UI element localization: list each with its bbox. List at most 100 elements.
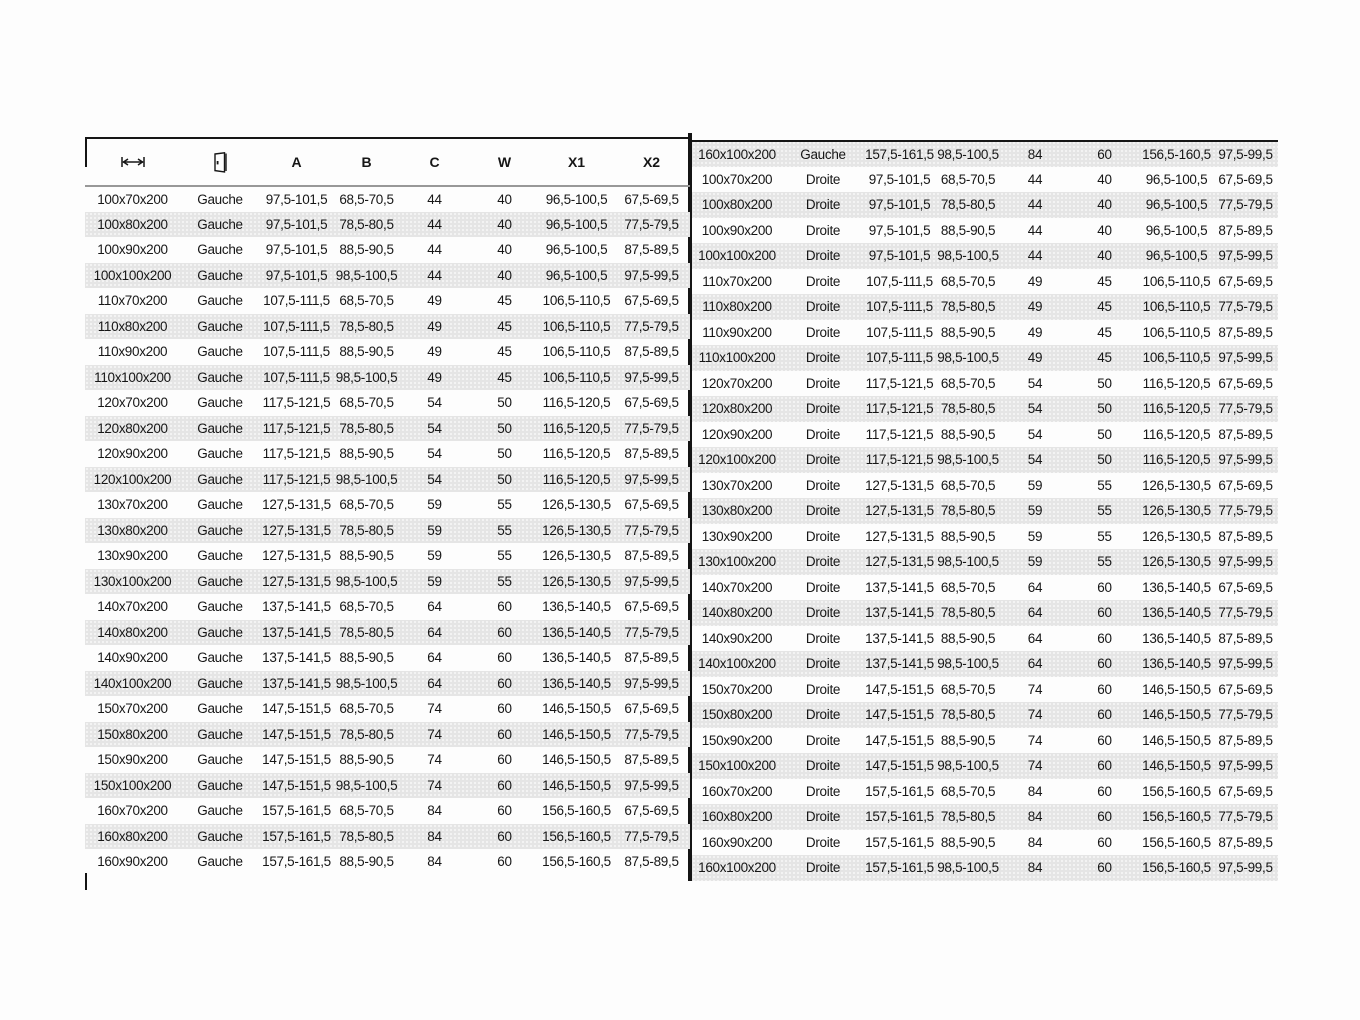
cell-w: 60 [497,828,512,844]
cell-c: 64 [427,675,442,691]
cell-x2: 77,5-79,5 [1218,401,1273,417]
cell-size: 110x90x200 [97,344,168,360]
cell-w: 45 [1097,273,1112,289]
cell-a: 127,5-131,5 [865,528,934,544]
cell-w: 40 [1097,171,1112,187]
cell-x1: 96,5-100,5 [545,267,608,283]
column-header-x1: X1 [567,154,586,170]
cell-w: 50 [1097,452,1112,468]
cell-x2: 87,5-89,5 [1218,528,1273,544]
table-row: 120x100x200 Gauche 117,5-121,5 98,5-100,5 54… [85,466,690,492]
cell-w: 60 [497,701,512,717]
cell-x2: 77,5-79,5 [624,420,679,436]
cell-x1: 136,5-140,5 [1142,656,1211,672]
cell-side: Gauche [197,344,243,360]
cell-c: 84 [1027,783,1043,799]
cell-x1: 106,5-110,5 [1142,273,1211,289]
cell-w: 60 [497,675,512,691]
cell-side: Droite [805,401,841,417]
cell-c: 74 [427,777,442,793]
cell-c: 49 [427,293,442,309]
cell-x1: 156,5-160,5 [542,803,611,819]
cell-c: 64 [1027,579,1043,595]
cell-b: 68,5-70,5 [940,783,996,799]
cell-size: 150x100x200 [698,758,776,774]
cell-w: 40 [497,267,512,283]
cell-a: 117,5-121,5 [262,420,331,436]
cell-a: 97,5-101,5 [868,197,931,213]
table-row: 160x70x200 Droite 157,5-161,5 68,5-70,5 84 60… [692,779,1278,805]
cell-size: 160x100x200 [698,860,776,876]
cell-x1: 126,5-130,5 [542,548,611,564]
cell-size: 150x70x200 [701,681,773,697]
cell-x2: 67,5-69,5 [624,497,679,513]
cell-x1: 126,5-130,5 [1142,528,1211,544]
cell-x1: 126,5-130,5 [542,497,611,513]
cell-c: 44 [427,242,442,258]
cell-x2: 87,5-89,5 [624,752,679,768]
cell-side: Gauche [197,624,243,640]
cell-a: 117,5-121,5 [262,395,331,411]
cell-b: 78,5-80,5 [339,318,394,334]
cell-x1: 126,5-130,5 [1142,503,1211,519]
cell-w: 60 [1097,656,1112,672]
cell-w: 45 [1097,324,1112,340]
column-header-b: B [361,154,372,170]
cell-a: 157,5-161,5 [262,803,331,819]
cell-side: Droite [805,656,841,672]
cell-x2: 97,5-99,5 [624,471,679,487]
cell-w: 45 [497,344,512,360]
cell-w: 55 [1097,554,1112,570]
table-row: 120x90x200 Gauche 117,5-121,5 88,5-90,5 54 50… [85,441,690,467]
table-row: 100x100x200 Gauche 97,5-101,5 98,5-100,5 44 4… [85,262,690,288]
cell-x2: 87,5-89,5 [624,650,679,666]
cell-size: 160x100x200 [698,146,776,162]
cell-size: 120x90x200 [97,446,168,462]
cell-x1: 136,5-140,5 [542,650,611,666]
table-row: 140x90x200 Gauche 137,5-141,5 88,5-90,5 64 60… [85,645,690,671]
cell-w: 60 [1097,834,1112,850]
cell-a: 127,5-131,5 [262,497,331,513]
cell-b: 88,5-90,5 [940,426,996,442]
cell-c: 44 [427,191,442,207]
cell-x1: 156,5-160,5 [1142,809,1211,825]
cell-a: 97,5-101,5 [868,222,931,238]
cell-x2: 97,5-99,5 [624,573,679,589]
cell-b: 78,5-80,5 [339,624,394,640]
cell-a: 157,5-161,5 [865,834,934,850]
cell-w: 60 [1097,707,1112,723]
cell-b: 68,5-70,5 [339,599,394,615]
cell-x1: 116,5-120,5 [542,471,611,487]
cell-size: 130x90x200 [701,528,773,544]
table-row: 120x70x200 Droite 117,5-121,5 68,5-70,5 54 50… [692,371,1278,397]
cell-w: 40 [1097,248,1112,264]
cell-c: 84 [1027,809,1043,825]
cell-c: 59 [427,573,442,589]
cell-c: 84 [427,828,442,844]
cell-x2: 67,5-69,5 [1218,375,1273,391]
cell-c: 74 [1027,732,1043,748]
cell-x1: 96,5-100,5 [1145,222,1208,238]
cell-x2: 87,5-89,5 [624,242,679,258]
cell-b: 98,5-100,5 [937,656,999,672]
cell-c: 49 [1027,324,1043,340]
table-row: 150x100x200 Gauche 147,5-151,5 98,5-100,5 74… [85,772,690,798]
cell-side: Droite [805,324,841,340]
table-row: 160x80x200 Gauche 157,5-161,5 78,5-80,5 84 60… [85,823,690,849]
cell-side: Droite [805,273,841,289]
cell-a: 107,5-111,5 [866,273,933,289]
table-divider [688,133,692,881]
cell-x1: 146,5-150,5 [542,701,611,717]
cell-w: 55 [497,573,512,589]
cell-x2: 67,5-69,5 [624,293,679,309]
cell-x1: 136,5-140,5 [542,624,611,640]
cell-a: 137,5-141,5 [865,656,934,672]
dimensions-table-right: 160x100x200 Gauche 157,5-161,5 98,5-100,5 84… [692,140,1278,881]
cell-w: 50 [497,471,512,487]
cell-b: 68,5-70,5 [940,681,996,697]
table-row: 140x100x200 Droite 137,5-141,5 98,5-100,5 64… [692,651,1278,677]
cell-side: Gauche [197,242,243,258]
cell-x2: 87,5-89,5 [1218,222,1273,238]
cell-x2: 67,5-69,5 [1218,579,1273,595]
cell-c: 54 [427,395,442,411]
